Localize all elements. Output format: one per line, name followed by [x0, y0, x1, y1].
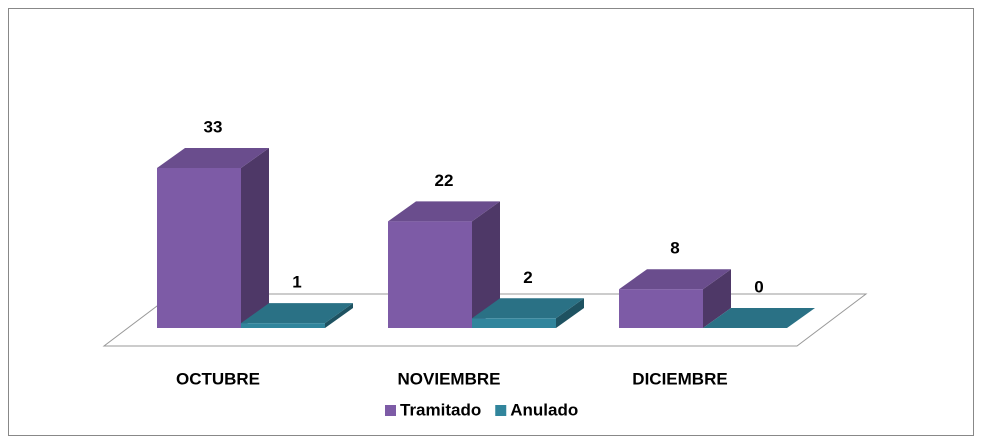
- bar: [703, 308, 815, 328]
- value-label: 2: [523, 268, 532, 287]
- value-label: 33: [204, 117, 223, 136]
- bar-top: [388, 201, 500, 222]
- legend-swatch: [495, 405, 507, 416]
- bar-front: [619, 289, 703, 328]
- legend-swatch: [385, 405, 396, 416]
- legend-label: Anulado: [510, 400, 578, 419]
- bar: [619, 269, 731, 328]
- bar-side: [556, 298, 584, 328]
- value-label: 0: [754, 277, 763, 296]
- bar-top: [241, 303, 353, 324]
- bar-front: [241, 323, 325, 328]
- bar-side: [325, 303, 353, 328]
- legend-label: Tramitado: [400, 400, 481, 419]
- bar-front: [157, 168, 241, 328]
- bar: [157, 148, 269, 328]
- x-tick-label: OCTUBRE: [176, 369, 260, 388]
- bar-side: [241, 148, 269, 328]
- x-tick-label: NOVIEMBRE: [398, 369, 501, 388]
- bar-top: [619, 269, 731, 290]
- bar: [472, 298, 584, 328]
- bar-front: [388, 221, 472, 328]
- bar: [388, 201, 500, 328]
- bar-side: [472, 201, 500, 328]
- bar-front: [472, 318, 556, 328]
- bar-top: [157, 148, 269, 168]
- bar-top: [472, 298, 584, 319]
- bar: [241, 303, 353, 328]
- x-tick-label: DICIEMBRE: [632, 369, 727, 388]
- value-label: 8: [670, 239, 679, 258]
- value-label: 22: [435, 171, 454, 190]
- bar-side: [703, 269, 731, 328]
- bar-top: [703, 308, 815, 328]
- value-label: 1: [292, 273, 301, 292]
